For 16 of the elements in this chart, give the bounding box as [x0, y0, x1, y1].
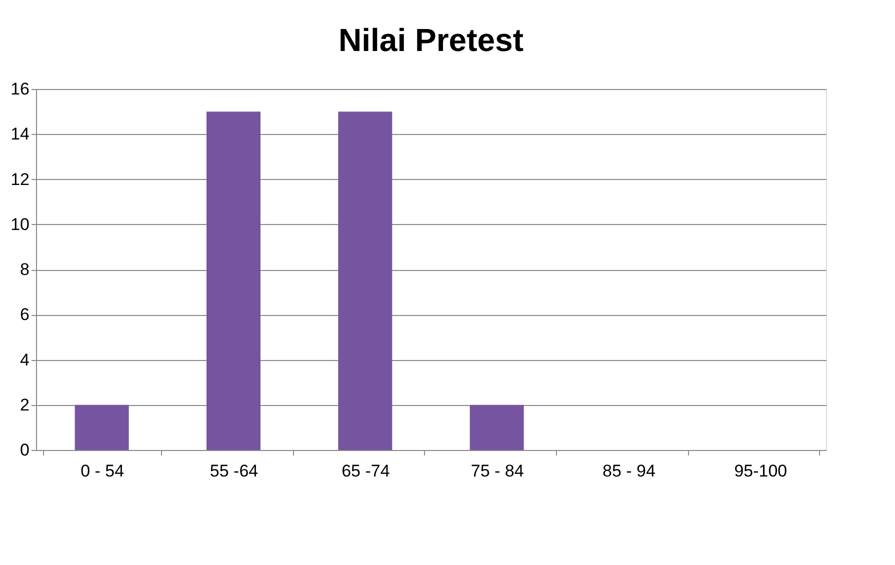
x-tick-label: 65 -74: [342, 462, 390, 480]
x-tick-label: 85 - 94: [602, 462, 656, 480]
x-tick-label: 75 - 84: [470, 462, 524, 480]
y-tick-label: 0: [20, 440, 30, 460]
y-tick-label: 16: [10, 80, 30, 98]
x-tick-label: 0 - 54: [80, 462, 124, 480]
y-tick-label: 2: [20, 395, 30, 414]
y-tick-label: 12: [10, 170, 30, 189]
y-tick-label: 8: [20, 260, 30, 279]
x-tick-label: 55 -64: [210, 462, 258, 480]
y-tick-label: 14: [10, 124, 30, 144]
chart-title: Nilai Pretest: [338, 22, 524, 58]
y-tick-label: 10: [10, 214, 30, 234]
y-tick-label: 6: [20, 305, 30, 324]
x-tick-label: 95-100: [734, 462, 788, 480]
y-tick-label: 4: [20, 350, 30, 370]
